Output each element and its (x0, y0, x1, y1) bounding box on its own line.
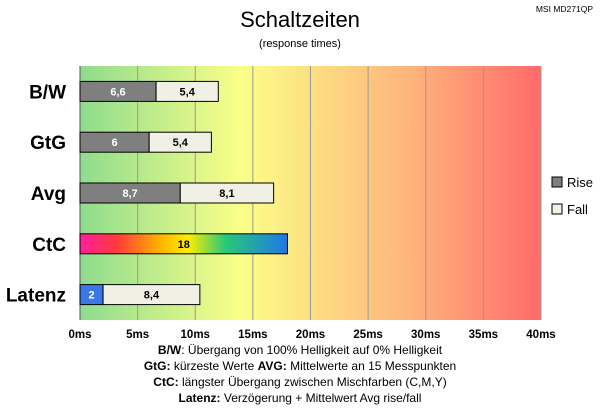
bar-rise-label: 2 (88, 290, 94, 302)
x-tick-label: 5ms (126, 329, 149, 341)
bar-fall-label: 5,4 (180, 86, 196, 98)
category-label: CtC (32, 235, 66, 256)
bar-rise-label: 8,7 (122, 188, 137, 200)
x-tick-label: 20ms (296, 329, 325, 341)
bar-fall (155, 80, 219, 102)
x-tick-label: 35ms (469, 329, 498, 341)
x-tick-label: 40ms (526, 329, 555, 341)
bar-fall (102, 284, 201, 306)
bars: 6,6 5,4 6 5,4 8,7 8,1 18 2 8,4 (79, 80, 288, 306)
note-latenz: Latenz: Verzögerung + Mittelwert Avg ris… (179, 391, 422, 405)
category-label: Latenz (6, 286, 66, 307)
bar-fall-label: 8,1 (219, 188, 234, 200)
bar-fall (148, 131, 212, 153)
note-bw: B/W: Übergang von 100% Helligkeit auf 0%… (158, 343, 443, 357)
x-tick-label: 25ms (353, 329, 382, 341)
legend-swatch (551, 176, 563, 188)
bar-fall (179, 182, 275, 204)
x-tick-label: 10ms (181, 329, 210, 341)
x-tick-label: 30ms (411, 329, 440, 341)
x-tick-label: 15ms (238, 329, 267, 341)
chart-subtitle: (response times) (259, 38, 341, 50)
category-label: Avg (31, 184, 66, 205)
notes: B/W: Übergang von 100% Helligkeit auf 0%… (144, 343, 456, 405)
legend-label: Fall (567, 202, 588, 217)
bar-rise-label: 6 (112, 137, 118, 149)
x-tick-label: 0ms (68, 329, 91, 341)
legend-swatch (551, 203, 563, 215)
category-label: GtG (30, 133, 66, 154)
category-label: B/W (29, 82, 66, 103)
category-labels: B/W GtG Avg CtC Latenz (6, 82, 66, 306)
note-ctc: CtC: längster Übergang zwischen Mischfar… (153, 375, 446, 389)
bar-rise-label: 6,6 (110, 86, 125, 98)
chart-title: Schaltzeiten (240, 7, 360, 32)
bar-rise-label: 18 (178, 239, 190, 251)
legend-label: Rise (567, 175, 593, 190)
note-gtg-avg: GtG: kürzeste Werte AVG: Mittelwerte an … (144, 359, 456, 373)
monitor-label: MSI MD271QP (536, 4, 593, 14)
legend: Rise Fall (551, 175, 593, 217)
bar-fall-label: 5,4 (173, 137, 189, 149)
bar-fall-label: 8,4 (144, 290, 160, 302)
x-axis: 0ms 5ms 10ms 15ms 20ms 25ms 30ms 35ms 40ms (68, 329, 555, 341)
bar-rise (79, 233, 288, 255)
